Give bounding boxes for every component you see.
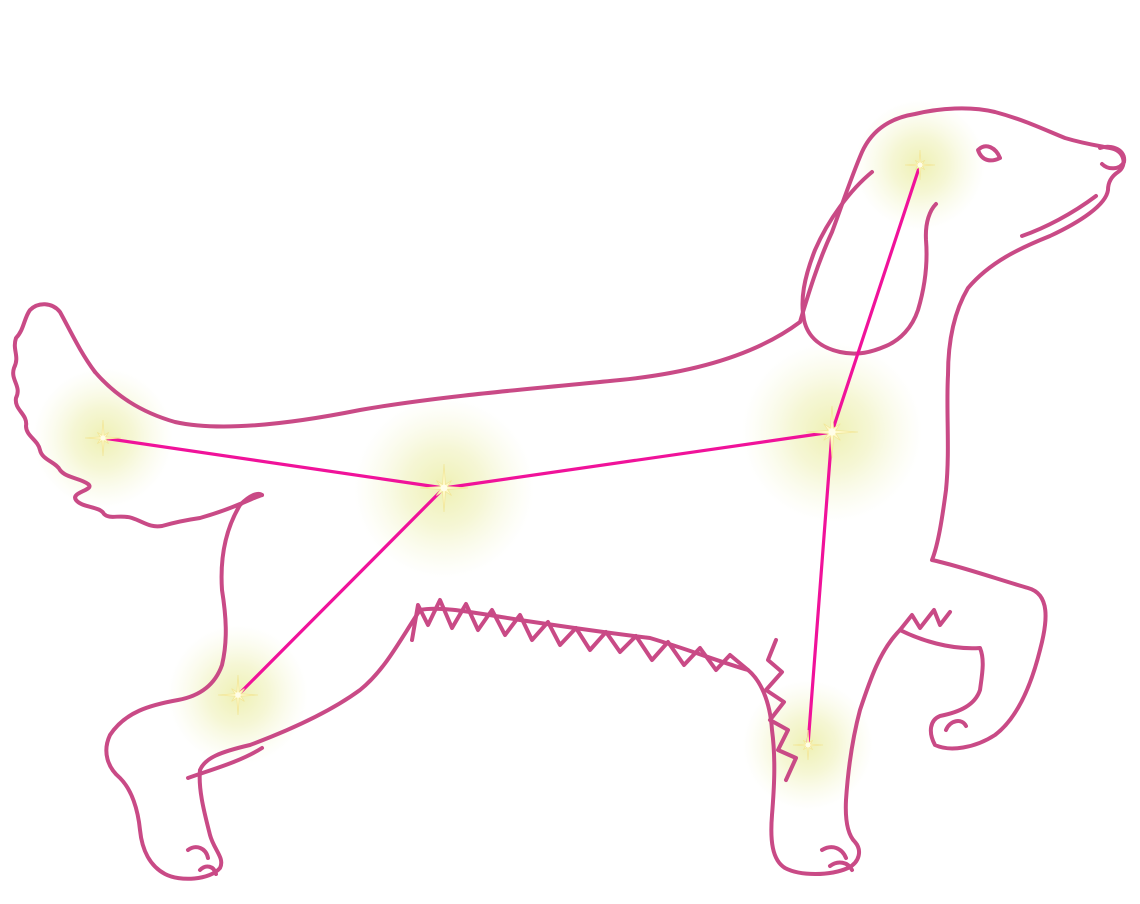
star-core-head <box>917 162 923 168</box>
dog-rear-paw-toes <box>186 845 218 876</box>
star-core-back <box>440 484 448 492</box>
dog-outline <box>11 106 1127 881</box>
dog-tail-outline <box>11 302 264 529</box>
dog-chest-feathering <box>898 608 952 632</box>
dog-mouth <box>1020 194 1098 238</box>
dog-front-leg-feathering <box>764 638 798 782</box>
constellation-line-back-to-shoulder <box>442 430 834 490</box>
star-core-front-paw <box>805 742 811 748</box>
dog-body-outline <box>93 106 1126 881</box>
constellation-lines <box>101 163 922 747</box>
dog-belly-feathering <box>410 598 750 672</box>
star-core-rear-paw <box>235 692 241 698</box>
constellation-line-tail-to-back <box>101 436 446 490</box>
star-core-tail <box>100 435 106 441</box>
constellation-line-back-to-rear-paw <box>236 486 446 697</box>
constellation-stars <box>84 149 936 761</box>
dog-nose <box>1098 144 1127 171</box>
star-core-shoulder <box>828 428 836 436</box>
dog-raised-paw-toes <box>944 719 968 732</box>
dog-eye <box>976 144 1002 163</box>
dog-front-paw-toes <box>820 845 854 872</box>
constellation-line-shoulder-to-head <box>830 163 922 434</box>
constellation-line-shoulder-to-front-paw <box>806 430 834 747</box>
dog-rear-leg-inner <box>186 746 264 780</box>
